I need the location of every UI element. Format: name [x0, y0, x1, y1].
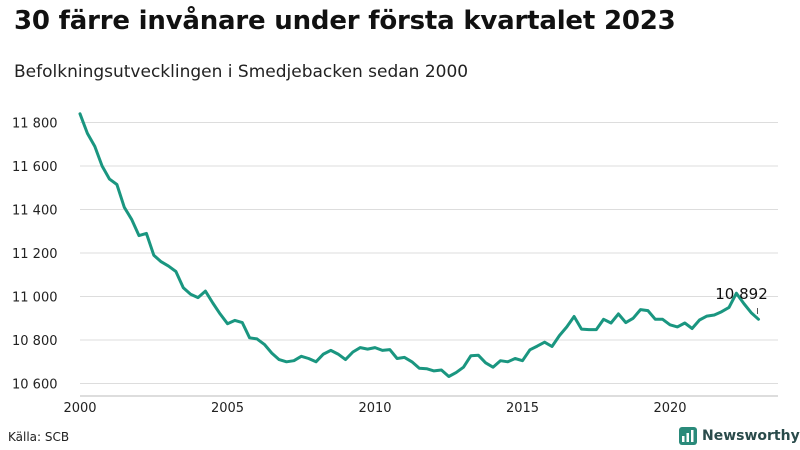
chart-subtitle: Befolkningsutvecklingen i Smedjebacken s…	[14, 62, 469, 82]
source-note: Källa: SCB	[8, 430, 70, 444]
x-tick-label: 2010	[358, 401, 391, 416]
y-axis-ticks: 10 600 10 800 11 000 11 200 11 400 11 600 11 8…	[12, 117, 58, 393]
bar-chart-icon	[679, 427, 697, 445]
y-tick-label: 10 800	[12, 334, 58, 349]
y-tick-label: 11 400	[12, 204, 58, 219]
y-tick-label: 11 800	[12, 117, 58, 132]
gridlines	[80, 122, 778, 384]
x-tick-label: 2015	[506, 401, 539, 416]
x-tick-label: 2000	[63, 401, 96, 416]
y-tick-label: 11 600	[12, 160, 58, 175]
brand-name: Newsworthy	[702, 428, 800, 444]
x-tick-label: 2020	[653, 401, 686, 416]
y-tick-label: 11 200	[12, 247, 58, 262]
y-tick-label: 10 600	[12, 378, 58, 393]
series-line	[78, 112, 760, 378]
newsworthy-logo: Newsworthy	[679, 427, 800, 445]
x-tick-label: 2005	[211, 401, 244, 416]
annotation-label: 10 892	[715, 285, 768, 303]
x-axis-ticks: 2000 2005 2010 2015 2020	[63, 401, 686, 416]
chart-title: 30 färre invånare under första kvartalet…	[14, 6, 676, 36]
y-tick-label: 11 000	[12, 291, 58, 306]
